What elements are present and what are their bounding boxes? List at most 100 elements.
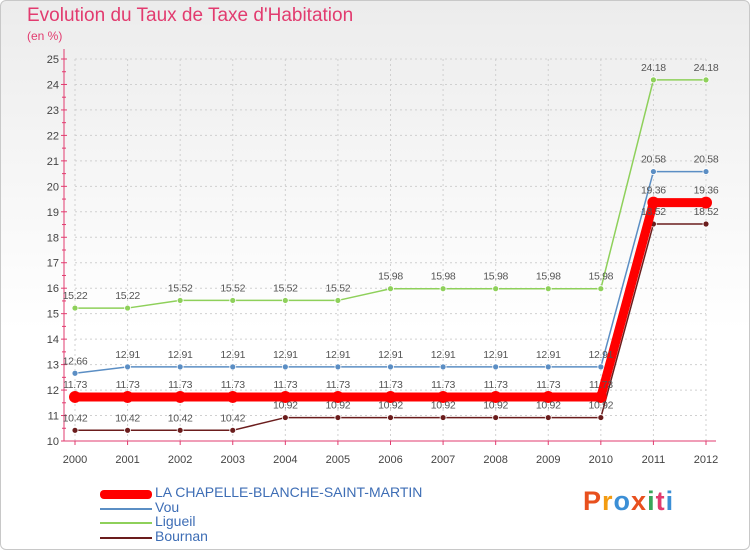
- x-tick-label: 2006: [378, 454, 402, 466]
- data-point: [544, 414, 552, 421]
- y-tick-label: 24: [47, 79, 59, 91]
- data-label: 10.92: [483, 400, 508, 412]
- x-tick-label: 2010: [589, 454, 613, 466]
- data-point: [69, 390, 81, 403]
- data-point: [331, 390, 344, 403]
- y-tick-label: 11: [48, 411, 59, 423]
- x-tick-label: 2004: [273, 454, 297, 466]
- data-label: 19.36: [641, 185, 666, 197]
- legend-label: Ligueil: [155, 513, 196, 529]
- logo-letter: t: [655, 486, 666, 516]
- y-tick-label: 15: [47, 309, 59, 321]
- data-point: [544, 363, 552, 371]
- data-label: 15.98: [431, 271, 456, 283]
- logo-letter: r: [602, 486, 614, 516]
- data-label: 24.18: [641, 62, 666, 74]
- data-point: [544, 285, 552, 293]
- data-point: [489, 390, 502, 403]
- data-point: [229, 363, 237, 371]
- y-tick-label: 18: [47, 232, 59, 244]
- x-tick-label: 2007: [431, 454, 455, 466]
- data-point: [226, 390, 239, 403]
- legend-swatch: [100, 489, 152, 499]
- y-tick-label: 10: [47, 436, 59, 448]
- y-tick-label: 21: [47, 156, 59, 168]
- chart-title: Evolution du Taux de Taxe d'Habitation: [27, 5, 354, 26]
- data-point: [121, 390, 134, 403]
- data-point: [437, 390, 450, 403]
- data-label: 10.92: [536, 400, 561, 412]
- data-label: 12.91: [326, 349, 351, 361]
- data-point: [334, 363, 342, 371]
- y-tick-label: 16: [47, 283, 59, 295]
- data-point: [387, 285, 394, 293]
- data-point: [702, 76, 710, 84]
- data-point: [281, 297, 289, 304]
- data-label: 20.58: [641, 154, 666, 166]
- data-point: [71, 426, 79, 434]
- data-label: 12.91: [378, 349, 403, 361]
- data-label: 15.52: [326, 282, 351, 294]
- data-point: [700, 196, 712, 209]
- data-label: 11.73: [63, 379, 87, 391]
- data-point: [124, 363, 131, 371]
- data-point: [281, 414, 289, 421]
- y-tick-label: 22: [47, 130, 59, 142]
- legend-swatch: [100, 537, 152, 539]
- data-point: [597, 285, 605, 293]
- data-label: 15.98: [536, 271, 561, 283]
- x-tick-label: 2002: [168, 454, 192, 466]
- data-label: 10.92: [588, 400, 613, 412]
- data-label: 12.91: [483, 349, 508, 361]
- x-tick-label: 2005: [326, 454, 350, 466]
- data-label: 12.91: [168, 349, 193, 361]
- data-point: [229, 297, 237, 304]
- data-point: [439, 285, 447, 293]
- data-label: 15.98: [588, 271, 613, 283]
- data-point: [492, 285, 500, 293]
- data-label: 12.91: [220, 349, 245, 361]
- data-point: [387, 414, 394, 421]
- legend-swatch: [100, 508, 152, 510]
- x-tick-label: 2009: [536, 454, 560, 466]
- data-label: 10.92: [431, 400, 456, 412]
- legend-label: Vou: [155, 499, 180, 515]
- data-label: 19.36: [694, 185, 719, 197]
- data-label: 18.52: [694, 206, 719, 218]
- data-point: [176, 363, 184, 371]
- data-label: 15.98: [483, 271, 508, 283]
- y-tick-label: 25: [47, 54, 59, 66]
- data-label: 15.22: [63, 290, 88, 302]
- data-label: 24.18: [694, 62, 719, 74]
- data-label: 10.92: [326, 400, 351, 412]
- data-label: 11.73: [431, 379, 455, 391]
- data-point: [702, 168, 710, 175]
- x-tick-label: 2008: [483, 454, 507, 466]
- data-label: 12.66: [63, 355, 88, 367]
- logo-letter: x: [631, 486, 648, 516]
- data-label: 20.58: [694, 154, 719, 166]
- y-tick-label: 12: [47, 385, 59, 397]
- y-tick-label: 20: [47, 181, 59, 193]
- data-point: [334, 414, 342, 421]
- data-label: 11.73: [273, 379, 297, 391]
- data-point: [702, 220, 710, 228]
- data-label: 10.42: [63, 412, 88, 424]
- data-label: 12.91: [273, 349, 298, 361]
- data-label: 10.42: [168, 412, 193, 424]
- legend-label: Bournan: [155, 528, 208, 544]
- data-label: 12.91: [115, 349, 140, 361]
- data-label: 10.42: [115, 412, 140, 424]
- data-label: 12.91: [536, 349, 561, 361]
- data-label: 12.91: [588, 349, 613, 361]
- legend-swatch: [100, 522, 152, 524]
- data-point: [71, 369, 79, 377]
- logo-letter: i: [665, 486, 675, 516]
- data-point: [492, 414, 500, 421]
- data-point: [650, 76, 657, 84]
- data-label: 11.73: [589, 379, 613, 391]
- data-label: 15.98: [378, 271, 403, 283]
- y-tick-label: 19: [47, 207, 59, 219]
- data-label: 15.52: [273, 282, 298, 294]
